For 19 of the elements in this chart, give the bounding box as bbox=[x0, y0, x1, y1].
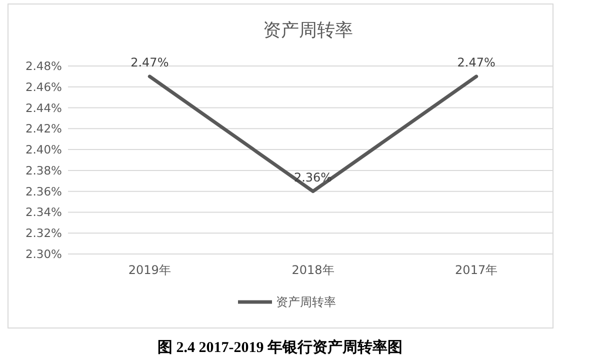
y-tick-label: 2.46% bbox=[25, 80, 62, 94]
data-label: 2.47% bbox=[457, 55, 496, 70]
y-tick-label: 2.32% bbox=[25, 226, 62, 240]
caption: 图 2.4 2017-2019 年银行资产周转率图 bbox=[158, 338, 402, 356]
chart-title: 资产周转率 bbox=[263, 20, 353, 41]
x-tick-label: 2017年 bbox=[455, 263, 498, 277]
y-tick-label: 2.30% bbox=[25, 247, 62, 262]
data-label: 2.47% bbox=[130, 55, 169, 70]
data-label: 2.36% bbox=[294, 170, 332, 184]
y-tick-label: 2.38% bbox=[25, 163, 62, 178]
y-tick-label: 2.44% bbox=[25, 100, 62, 115]
x-tick-label: 2019年 bbox=[128, 263, 171, 277]
y-tick-label: 2.48% bbox=[25, 59, 62, 74]
y-tick-label: 2.34% bbox=[25, 205, 62, 220]
x-tick-label: 2018年 bbox=[292, 263, 334, 277]
y-tick-label: 2.40% bbox=[25, 142, 62, 157]
y-tick-label: 2.36% bbox=[25, 184, 62, 198]
legend-label: 资产周转率 bbox=[276, 295, 336, 310]
y-tick-label: 2.42% bbox=[25, 122, 62, 136]
